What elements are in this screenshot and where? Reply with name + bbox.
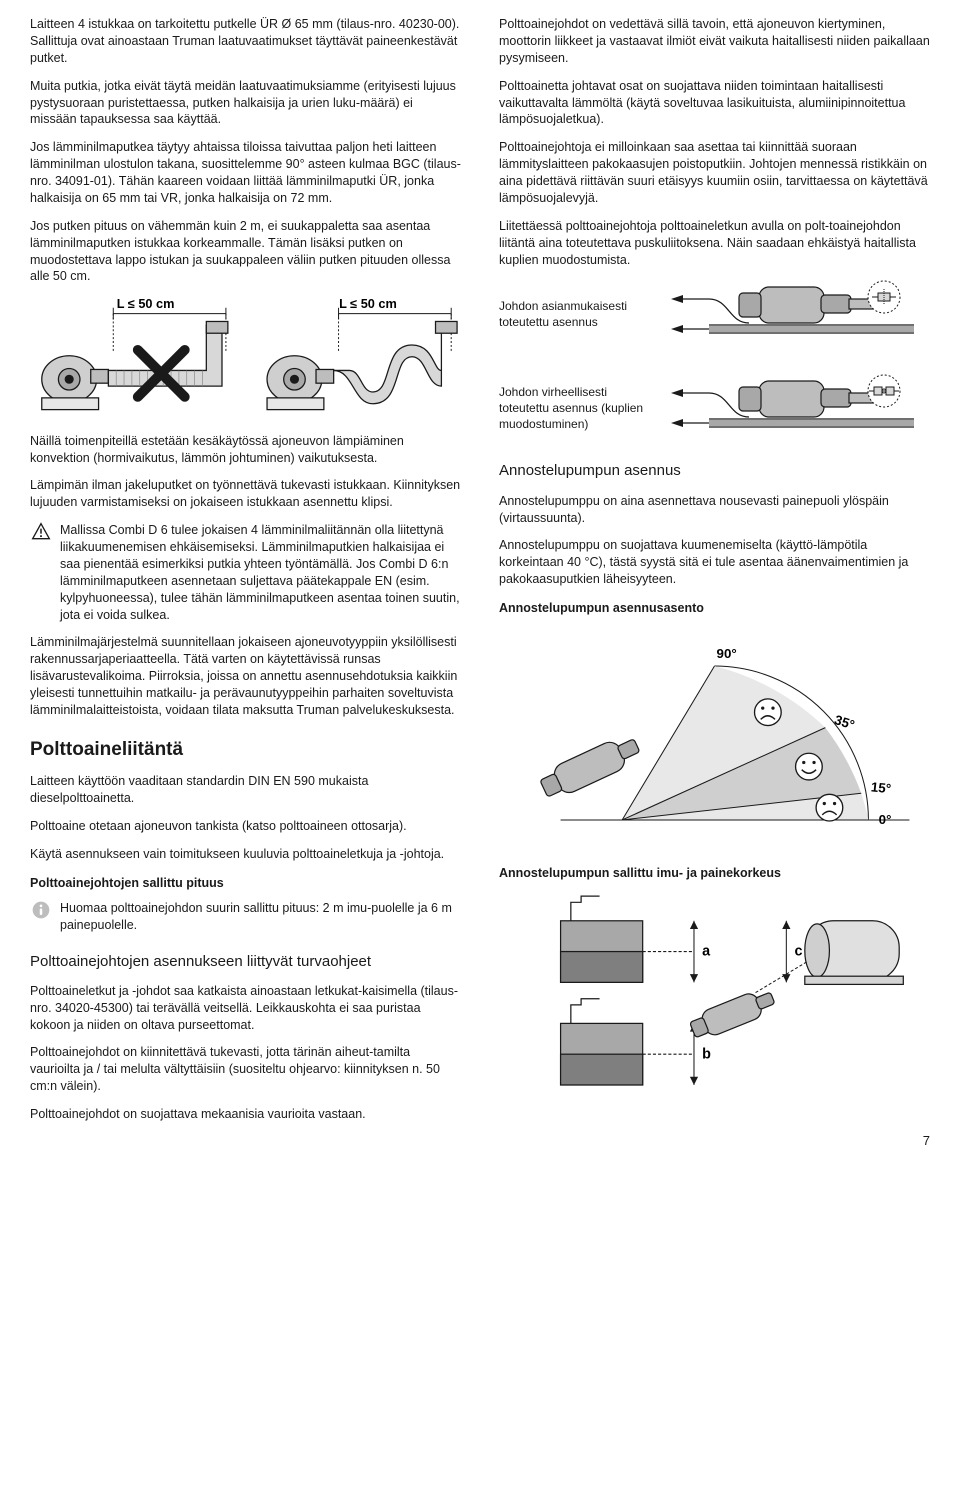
paragraph: Polttoainejohtoja ei milloinkaan saa ase… (499, 139, 930, 207)
warning-block: Mallissa Combi D 6 tulee jokaisen 4 lämm… (30, 522, 461, 623)
paragraph: Lämminilmajärjestelmä suunnitellaan joka… (30, 634, 461, 718)
dim-a: a (702, 943, 711, 959)
angle-15: 15° (870, 779, 892, 796)
paragraph: Liitettäessä polttoainejohtoja polttoain… (499, 218, 930, 269)
paragraph: Annostelupumppu on aina asennettava nous… (499, 493, 930, 527)
angle-90: 90° (717, 646, 737, 661)
paragraph: Jos putken pituus on vähemmän kuin 2 m, … (30, 218, 461, 286)
heading-fuel-safety: Polttoainejohtojen asennukseen liittyvät… (30, 952, 461, 972)
paragraph: Polttoaine otetaan ajoneuvon tankista (k… (30, 818, 461, 835)
paragraph: Polttoainejohdot on kiinnitettävä tukeva… (30, 1044, 461, 1095)
info-icon (30, 900, 52, 920)
subheading-pump-height: Annostelupumpun sallittu imu- ja paineko… (499, 865, 930, 882)
heading-dosing-pump: Annostelupumpun asennus (499, 461, 930, 481)
label-incorrect-assembly: Johdon virheellisesti toteutettu asennus… (499, 384, 659, 433)
dim-b: b (702, 1046, 711, 1062)
info-block: Huomaa polttoainejohdon suurin sallittu … (30, 900, 461, 934)
paragraph: Lämpimän ilman jakeluputket on työnnettä… (30, 477, 461, 511)
subheading-fuel-length: Polttoainejohtojen sallittu pituus (30, 875, 461, 892)
paragraph: Käytä asennukseen vain toimitukseen kuul… (30, 846, 461, 863)
face-sad-top (755, 699, 782, 726)
figure-pipe-layout: L ≤ 50 cm (30, 296, 461, 418)
angle-0: 0° (879, 812, 892, 827)
paragraph: Polttoainejohdot on vedettävä sillä tavo… (499, 16, 930, 67)
paragraph: Muita putkia, jotka eivät täytä meidän l… (30, 78, 461, 129)
angle-35: 35° (833, 712, 857, 732)
paragraph: Laitteen 4 istukkaa on tarkoitettu putke… (30, 16, 461, 67)
dim-label-left: L ≤ 50 cm (117, 296, 175, 311)
label-correct-assembly: Johdon asianmukaisesti toteutettu asennu… (499, 298, 659, 330)
paragraph: Laitteen käyttöön vaaditaan standardin D… (30, 773, 461, 807)
figure-correct-connector (669, 279, 919, 349)
subheading-pump-position: Annostelupumpun asennusasento (499, 600, 930, 617)
paragraph: Annostelupumppu on suojattava kuumenemis… (499, 537, 930, 588)
info-text: Huomaa polttoainejohdon suurin sallittu … (60, 900, 461, 934)
paragraph: Jos lämminilmaputkea täytyy ahtaissa til… (30, 139, 461, 207)
heading-fuel-connection: Polttoaineliitäntä (30, 737, 461, 763)
warning-text: Mallissa Combi D 6 tulee jokaisen 4 lämm… (60, 522, 461, 623)
page-number: 7 (923, 1132, 930, 1150)
face-sad-bottom (816, 794, 843, 821)
figure-pump-height: a b (499, 890, 930, 1116)
face-happy (796, 753, 823, 780)
dim-c: c (795, 943, 803, 959)
figure-incorrect-connector (669, 373, 919, 443)
paragraph: Näillä toimenpiteillä estetään kesäkäytö… (30, 433, 461, 467)
warning-icon (30, 522, 52, 542)
paragraph: Polttoaineletkut ja -johdot saa katkaist… (30, 983, 461, 1034)
paragraph: Polttoainejohdot on suojattava mekaanisi… (30, 1106, 461, 1123)
dim-label-right: L ≤ 50 cm (339, 296, 397, 311)
figure-pump-angle: 90° 35° 15° 0° (499, 625, 930, 851)
paragraph: Polttoainetta johtavat osat on suojattav… (499, 78, 930, 129)
